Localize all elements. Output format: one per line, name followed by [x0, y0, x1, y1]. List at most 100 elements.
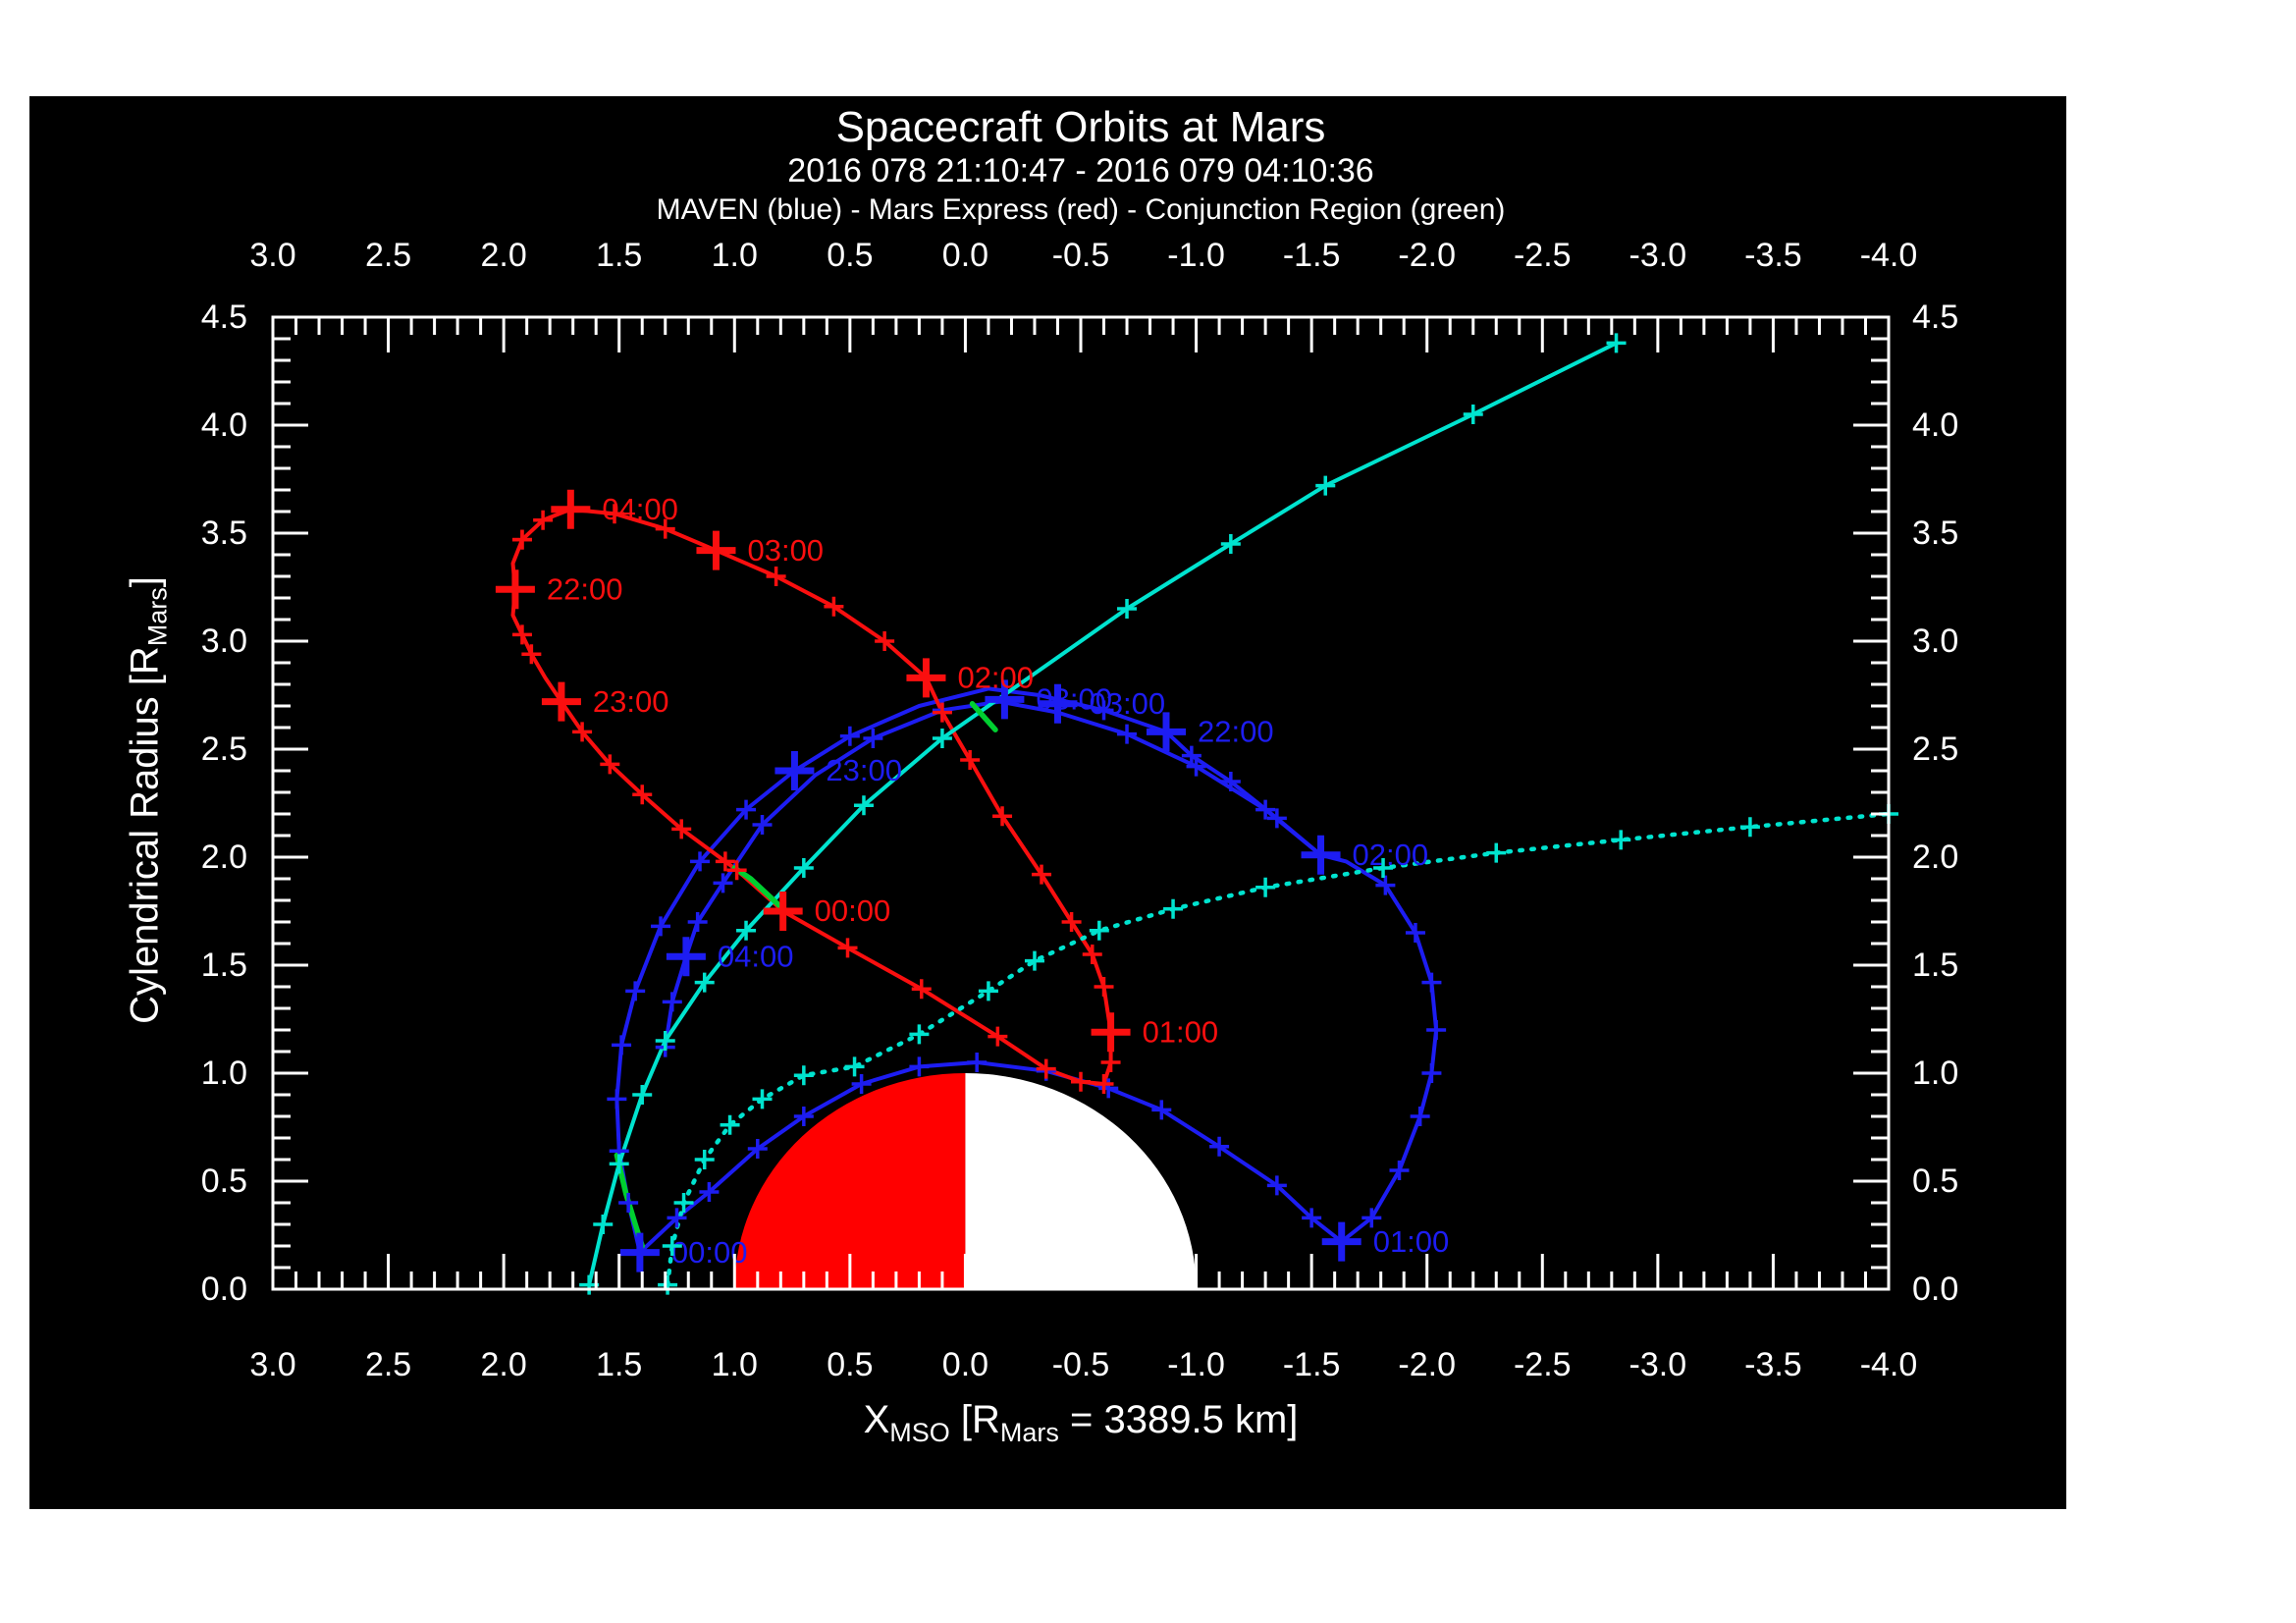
y-axis-title-post: ]	[123, 576, 167, 588]
minute-tick-marker	[1255, 877, 1276, 897]
minute-tick-marker	[593, 1215, 614, 1234]
hour-tick-marker	[1147, 712, 1186, 752]
x-axis-top-tick-label: -0.5	[1052, 237, 1110, 274]
minute-tick-marker	[1739, 817, 1760, 838]
minute-tick-marker	[1094, 1074, 1114, 1094]
y-axis-right-tick-label: 4.5	[1912, 298, 1958, 336]
minute-tick-marker	[612, 1035, 632, 1055]
minute-tick-marker	[715, 851, 735, 872]
minute-tick-marker	[1266, 808, 1287, 829]
minute-tick-marker	[694, 1150, 715, 1169]
minute-tick-marker	[1373, 858, 1394, 878]
mars-express-orbit-line	[510, 507, 1113, 1086]
minute-tick-marker	[572, 722, 593, 742]
x-axis-top-tick-label: -2.0	[1398, 237, 1456, 274]
minute-tick-marker	[690, 851, 711, 872]
x-axis-bottom-tick-label: -1.5	[1283, 1346, 1341, 1383]
minute-tick-marker	[1186, 756, 1206, 777]
x-axis-top-tick-label: -3.5	[1744, 237, 1802, 274]
x-axis-bottom-tick-label: 1.5	[596, 1346, 642, 1383]
minute-tick-marker	[978, 981, 998, 1001]
minute-tick-marker	[736, 920, 757, 941]
y-axis-left-tick-label: 4.0	[201, 406, 247, 444]
conjunction-region-segment	[731, 865, 784, 910]
minute-tick-marker	[1061, 912, 1082, 932]
minute-tick-marker	[625, 981, 646, 1001]
minute-tick-marker	[1315, 475, 1336, 496]
minute-tick-marker	[909, 1024, 930, 1045]
minute-tick-marker	[988, 1026, 1008, 1047]
hour-tick-marker	[619, 1232, 660, 1272]
hour-label: 22:00	[1198, 715, 1274, 749]
x-axis-bottom-tick-label: 3.0	[249, 1346, 295, 1383]
minute-tick-marker	[1426, 1020, 1447, 1040]
x-axis-top-tick-label: 1.5	[596, 237, 642, 274]
hour-label: 03:00	[1089, 686, 1165, 721]
minute-tick-marker	[600, 754, 620, 775]
minute-tick-marker	[747, 1139, 768, 1159]
minute-tick-marker	[521, 644, 542, 665]
bow-shock-boundary-line	[587, 341, 1619, 1287]
minute-tick-marker	[673, 1193, 694, 1213]
hour-tick-marker	[774, 751, 815, 790]
minute-tick-marker	[1375, 875, 1396, 895]
minute-tick-marker	[1100, 1053, 1121, 1072]
minute-tick-marker	[844, 1056, 865, 1077]
x-axis-title-sub2: Mars	[999, 1418, 1059, 1447]
minute-tick-marker	[932, 702, 952, 723]
hour-tick-marker	[495, 569, 535, 610]
hour-tick-marker	[906, 658, 946, 698]
minute-tick-marker	[511, 529, 532, 550]
minute-tick-marker	[793, 1065, 814, 1086]
minute-tick-marker	[1389, 1161, 1410, 1180]
mars-dayside	[734, 1073, 966, 1289]
hour-label: 22:00	[547, 571, 623, 606]
minute-tick-marker	[1181, 745, 1201, 766]
hour-label: 04:00	[602, 492, 678, 526]
x-axis-top-tick-label: 2.0	[481, 237, 527, 274]
x-axis-title-pre: X	[863, 1398, 890, 1441]
minute-tick-marker	[1032, 864, 1052, 885]
hour-tick-marker	[541, 681, 581, 722]
minute-tick-marker	[911, 979, 932, 1000]
minute-tick-marker	[1163, 898, 1184, 919]
y-axis-left-tick-label: 4.5	[201, 298, 247, 336]
conjunction-region-segment	[969, 701, 998, 732]
minute-tick-marker	[1089, 920, 1109, 941]
x-axis-bottom-tick-label: -3.5	[1744, 1346, 1802, 1383]
minute-tick-marker	[1266, 1175, 1287, 1196]
y-axis-title-pre: Cylendrical Radius [R	[123, 646, 167, 1024]
y-axis-left-tick-label: 1.5	[201, 947, 247, 984]
minute-tick-marker	[720, 1114, 740, 1135]
minute-tick-marker	[967, 1053, 988, 1072]
y-axis-left-tick-label: 0.0	[201, 1271, 247, 1308]
hour-tick-marker	[1038, 683, 1078, 724]
x-axis-bottom-tick-label: 0.0	[942, 1346, 988, 1383]
minute-tick-marker	[766, 567, 786, 586]
hour-tick-marker	[1301, 835, 1341, 875]
hour-label: 00:00	[671, 1235, 748, 1270]
x-axis-top-tick-label: 2.5	[365, 237, 411, 274]
hour-tick-marker	[1321, 1221, 1362, 1262]
x-axis-top-tick-label: -1.0	[1167, 237, 1225, 274]
hour-tick-marker	[666, 937, 706, 977]
minute-tick-marker	[605, 504, 625, 524]
minute-tick-marker	[1255, 799, 1276, 820]
minute-tick-marker	[1405, 923, 1425, 943]
minute-tick-marker	[713, 873, 733, 893]
minute-tick-marker	[667, 1208, 687, 1228]
y-axis-left-tick-label: 3.5	[201, 514, 247, 552]
hour-tick-marker	[696, 530, 736, 570]
minute-tick-marker	[1220, 772, 1241, 791]
x-axis-bottom-tick-label: -2.5	[1514, 1346, 1572, 1383]
minute-tick-marker	[533, 510, 554, 530]
hour-tick-marker	[985, 679, 1025, 720]
hour-label: 03:00	[747, 533, 824, 568]
minute-tick-marker	[793, 1107, 814, 1126]
minute-tick-marker	[687, 912, 708, 932]
minute-tick-marker	[1082, 945, 1102, 964]
y-axis-right-tick-label: 4.0	[1912, 406, 1958, 444]
hour-tick-marker	[1091, 1012, 1131, 1053]
minute-tick-marker	[1606, 333, 1627, 353]
